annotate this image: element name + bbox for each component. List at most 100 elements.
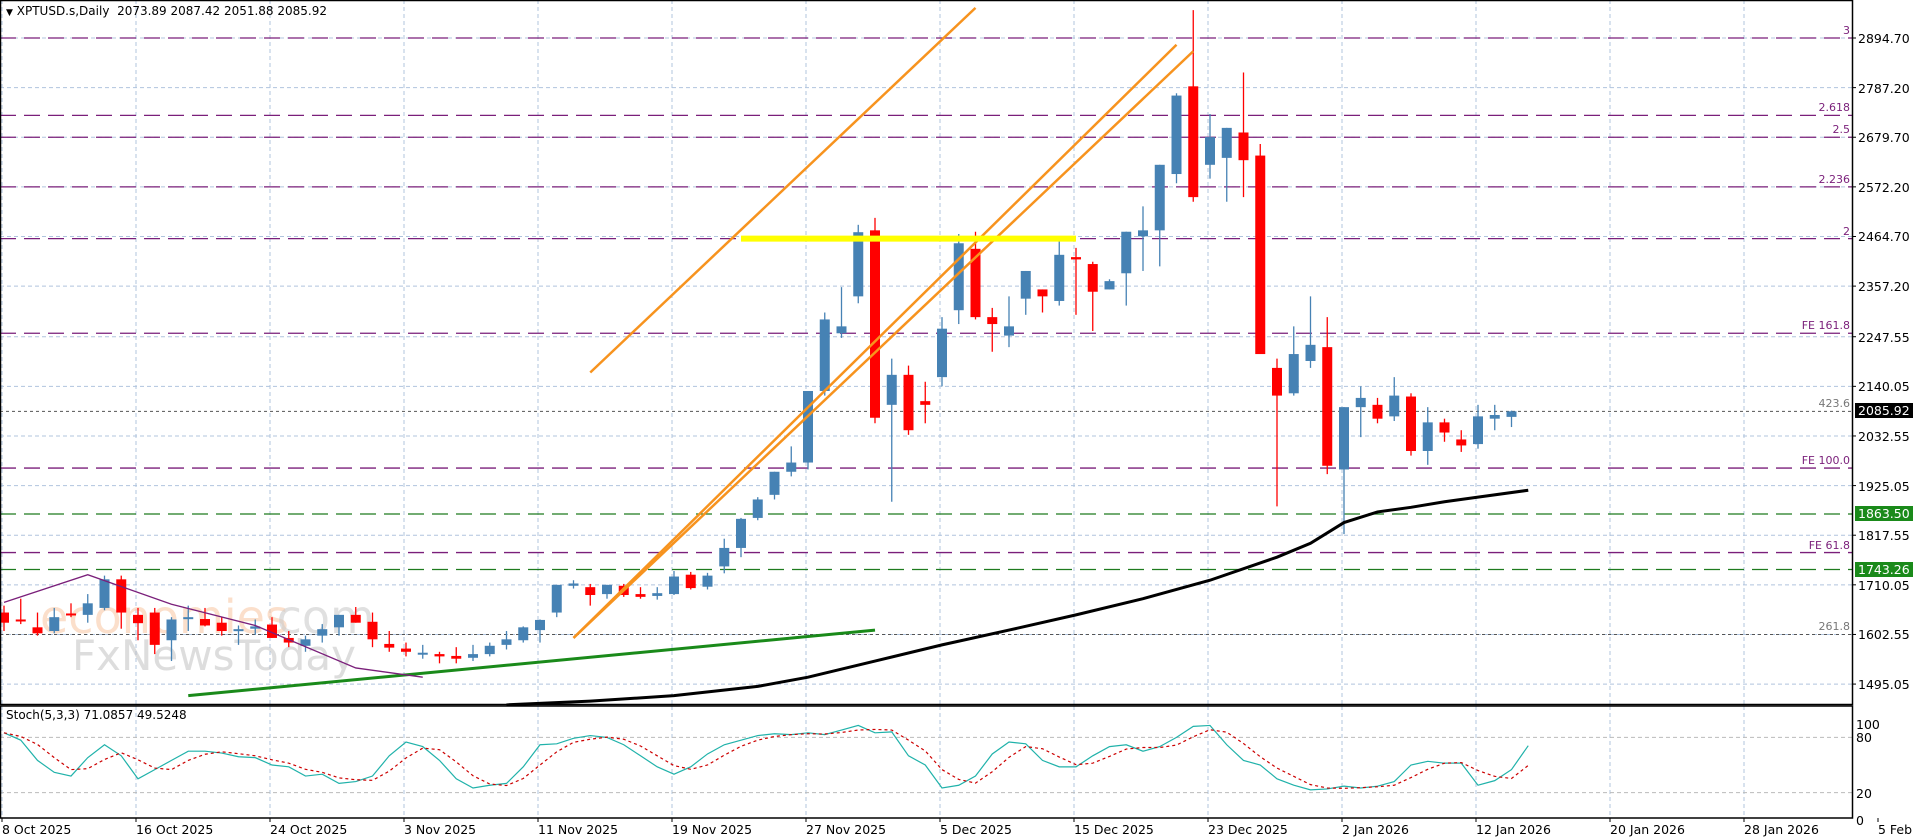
date-axis-label: 12 Jan 2026 [1476, 822, 1551, 837]
candle [116, 579, 127, 613]
candle [535, 619, 545, 631]
candle [886, 374, 897, 405]
channel-lower-line [572, 43, 1178, 639]
stoch-axis-label: 0 [1856, 813, 1864, 828]
stoch-axis-label: 100 [1856, 717, 1880, 732]
candle [434, 654, 445, 657]
date-axis-label: 5 Dec 2025 [940, 822, 1012, 837]
candle [1188, 86, 1199, 198]
fib-level-label: FE 61.8 [1808, 538, 1850, 552]
candle [970, 248, 981, 318]
candle [0, 612, 9, 623]
candle [786, 462, 797, 472]
candle [451, 655, 462, 659]
candle [1389, 395, 1400, 417]
candle [870, 230, 880, 418]
date-axis-label: 23 Dec 2025 [1208, 822, 1288, 837]
triangle-down-icon[interactable]: ▼ [6, 8, 13, 18]
candle [200, 619, 210, 626]
moving-average-line [506, 488, 1529, 707]
candle [250, 626, 261, 629]
date-axis-label: 2 Jan 2026 [1342, 822, 1409, 837]
horizontal-levels [0, 37, 1852, 635]
candle [384, 643, 395, 648]
candle [836, 326, 847, 334]
candle [1020, 270, 1031, 299]
candle [719, 547, 730, 567]
candle [585, 587, 596, 596]
candle [15, 619, 26, 622]
candle [1154, 164, 1165, 231]
candle [752, 499, 763, 518]
date-axis-label: 24 Oct 2025 [270, 822, 348, 837]
candle [149, 612, 160, 645]
price-axis-label: 2032.55 [1858, 428, 1910, 444]
date-axis-label: 15 Dec 2025 [1074, 822, 1154, 837]
trendlines[interactable] [3, 6, 1529, 707]
price-axis-label: 1602.55 [1858, 627, 1910, 643]
candle [401, 648, 411, 652]
candles [0, 10, 1517, 664]
candle [32, 627, 43, 634]
price-axis-label: 2894.70 [1858, 31, 1910, 46]
price-tag: 2085.92 [1855, 403, 1913, 419]
fib-level-label: 2.236 [1818, 172, 1851, 186]
price-tag: 1863.50 [1855, 506, 1913, 521]
candle [484, 645, 495, 655]
candle [99, 579, 110, 608]
candle [669, 576, 679, 595]
channel-lower-ext-line [572, 50, 1195, 639]
candle [334, 614, 344, 628]
candle [937, 328, 947, 378]
candle [1121, 231, 1132, 274]
price-axis-label: 1817.55 [1858, 528, 1910, 544]
date-axis-label: 5 Feb 2026 [1878, 822, 1916, 837]
green-support-line [188, 628, 876, 698]
candle [518, 627, 529, 641]
candle [1322, 347, 1333, 466]
price-axis-label: 2572.20 [1858, 179, 1910, 195]
candle [1272, 367, 1282, 396]
candle [853, 232, 864, 297]
candle [1238, 132, 1249, 161]
date-axis-label: 19 Nov 2025 [672, 822, 753, 837]
price-axis-label: 2679.70 [1858, 130, 1910, 146]
candle [602, 584, 612, 595]
date-axis-label: 16 Oct 2025 [136, 822, 214, 837]
date-axis-label: 28 Jan 2026 [1744, 822, 1819, 837]
candle [819, 319, 830, 391]
date-axis-label: 8 Oct 2025 [2, 822, 72, 837]
candle [953, 243, 964, 311]
purple-wave-line [3, 574, 423, 678]
candle [1456, 439, 1467, 446]
candle [920, 401, 931, 405]
channel-upper-line [589, 6, 977, 374]
price-axis-label: 1710.05 [1858, 577, 1910, 593]
candle [1205, 137, 1215, 165]
stoch-header: Stoch(5,3,3) 71.0857 49.5248 [6, 708, 187, 722]
candle [216, 622, 227, 632]
date-axis-label: 3 Nov 2025 [404, 822, 477, 837]
candle [267, 624, 277, 638]
svg-text:FxNewsToday: FxNewsToday [72, 631, 356, 680]
symbol-label: XPTUSD.s,Daily [16, 4, 110, 18]
candle [803, 390, 813, 463]
date-axis-label: 27 Nov 2025 [806, 822, 887, 837]
candle [769, 471, 780, 495]
candle [417, 652, 428, 655]
candle [233, 629, 244, 632]
candle [1255, 155, 1266, 355]
candle [1406, 396, 1416, 451]
price-axis-label: 1925.05 [1858, 478, 1910, 494]
candle [166, 619, 177, 641]
chart-frame [0, 0, 1879, 822]
candle [1422, 422, 1433, 451]
price-axis-label: 2140.05 [1858, 379, 1910, 395]
ohlc-values: 2073.89 2087.42 2051.88 2085.92 [117, 4, 327, 18]
candle [501, 639, 512, 645]
fib-level-label: 3 [1843, 24, 1850, 37]
candle [1087, 264, 1098, 292]
candle [652, 593, 663, 596]
fib-level-label: 423.6 [1818, 397, 1851, 411]
